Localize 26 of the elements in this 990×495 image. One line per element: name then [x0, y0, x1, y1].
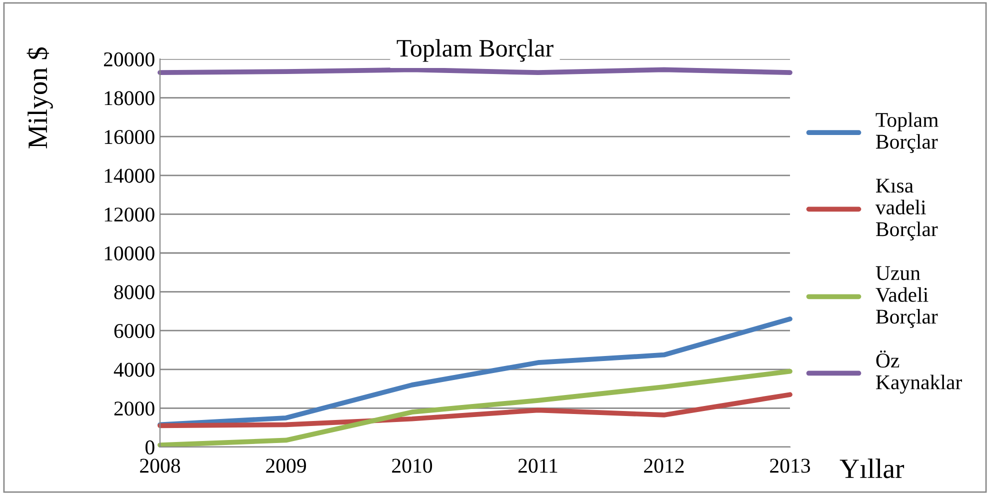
line-series	[158, 392, 792, 428]
legend-label: Kısa vadeli Borçlar	[875, 178, 938, 240]
y-tick-label: 12000	[104, 208, 154, 222]
y-tick-label: 18000	[104, 91, 154, 106]
legend-label: Öz Kaynaklar	[876, 350, 962, 394]
y-tick-label: 6000	[114, 324, 154, 338]
y-tick-label: 14000	[104, 168, 154, 183]
y-axis-title: Milyon $	[26, 47, 53, 148]
x-tick-label: 2008	[140, 458, 180, 473]
y-tick-label: 10000	[104, 246, 154, 260]
y-tick-label: 2000	[114, 402, 154, 416]
y-tick-label: 16000	[104, 130, 154, 144]
legend-label: Toplam Borçlar	[876, 112, 938, 154]
x-tick-label: 2010	[392, 458, 432, 473]
x-tick-label: 2011	[518, 458, 558, 473]
y-tick-label: 8000	[114, 285, 154, 300]
x-axis-title: Yıllar	[840, 458, 904, 478]
x-tick-label: 2009	[266, 458, 306, 473]
chart-title: Toplam Borçlar	[396, 39, 554, 62]
line-series	[158, 316, 792, 428]
legend-label: Uzun Vadeli Borçlar	[876, 266, 938, 328]
y-tick-label: 0	[146, 440, 154, 454]
y-tick-label: 4000	[114, 362, 154, 377]
x-tick-label: 2013	[770, 458, 810, 473]
x-tick-label: 2012	[644, 458, 684, 473]
y-tick-label: 20000	[104, 52, 154, 66]
